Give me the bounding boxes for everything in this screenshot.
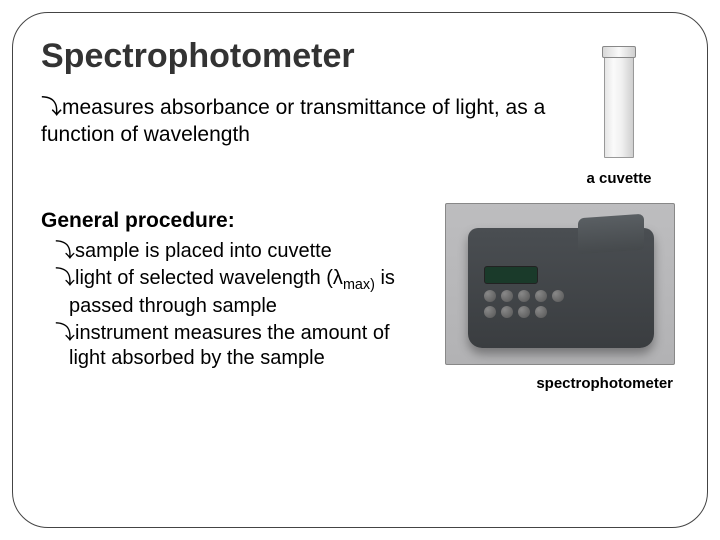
procedure-item-3-text: instrument measures the amount of light … xyxy=(69,322,390,370)
spectro-button xyxy=(535,306,547,318)
cuvette-caption: a cuvette xyxy=(559,170,679,187)
spectro-screen xyxy=(484,266,538,284)
procedure-list: ⤵sample is placed into cuvette ⤵light of… xyxy=(41,239,429,372)
spectro-button xyxy=(535,290,547,302)
procedure-text-block: General procedure: ⤵sample is placed int… xyxy=(41,209,429,373)
procedure-item-2-subscript: max) xyxy=(343,277,375,293)
spectro-button xyxy=(552,290,564,302)
spectro-button xyxy=(484,290,496,302)
intro-bullet-item: ⤵measures absorbance or transmittance of… xyxy=(41,94,547,149)
spectro-control-panel xyxy=(484,266,580,326)
spectro-button-row-2 xyxy=(484,306,580,318)
intro-text: measures absorbance or transmittance of … xyxy=(41,96,545,146)
cuvette-rim-shape xyxy=(602,46,636,58)
spectrophotometer-column: spectrophotometer xyxy=(445,203,679,392)
slide-title: Spectrophotometer xyxy=(41,37,679,76)
spectro-button-row-1 xyxy=(484,290,580,302)
spectro-unit-body xyxy=(468,228,654,348)
procedure-item-1-text: sample is placed into cuvette xyxy=(75,240,332,262)
procedure-item-2: ⤵light of selected wavelength (λmax) is … xyxy=(55,266,429,320)
bullet-icon: ⤵ xyxy=(55,240,75,262)
procedure-row: General procedure: ⤵sample is placed int… xyxy=(41,209,679,392)
spectro-button xyxy=(501,290,513,302)
spectro-button xyxy=(518,306,530,318)
slide-frame: Spectrophotometer ⤵measures absorbance o… xyxy=(12,12,708,528)
spectrophotometer-image xyxy=(445,203,675,365)
spectro-button xyxy=(518,290,530,302)
spectrophotometer-caption: spectrophotometer xyxy=(445,375,679,392)
bullet-icon: ⤵ xyxy=(55,267,75,289)
cuvette-image xyxy=(592,46,646,164)
spectro-button xyxy=(484,306,496,318)
procedure-heading: General procedure: xyxy=(41,209,429,233)
cuvette-column: a cuvette xyxy=(559,94,679,187)
spectro-button xyxy=(501,306,513,318)
procedure-item-2-prefix: light of selected wavelength (λ xyxy=(75,267,343,289)
bullet-icon: ⤵ xyxy=(55,322,75,344)
procedure-item-1: ⤵sample is placed into cuvette xyxy=(55,239,429,265)
bullet-icon: ⤵ xyxy=(41,95,62,119)
spectro-lid-shape xyxy=(578,214,644,255)
procedure-item-3: ⤵instrument measures the amount of light… xyxy=(55,321,429,372)
cuvette-body-shape xyxy=(604,54,634,158)
intro-row: ⤵measures absorbance or transmittance of… xyxy=(41,94,679,187)
